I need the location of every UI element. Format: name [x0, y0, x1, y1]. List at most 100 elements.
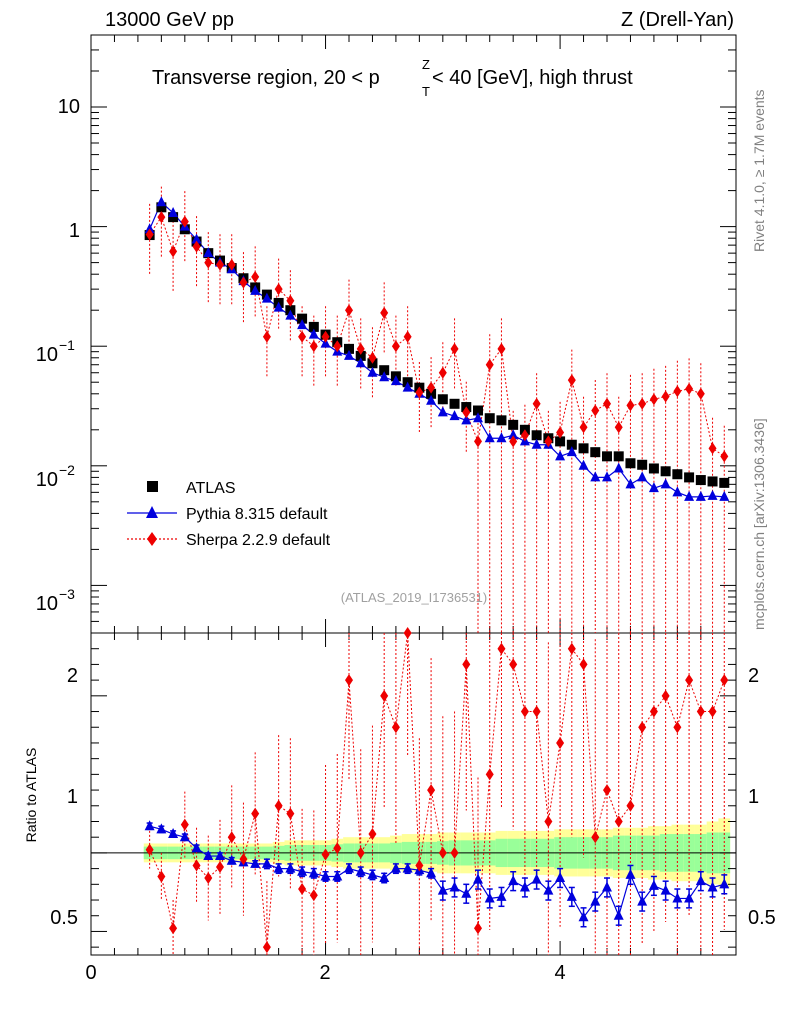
pythia-point [390, 375, 401, 386]
pythia-point [308, 328, 319, 339]
atlas-point [590, 447, 601, 458]
pythia-point [719, 490, 730, 501]
sherpa-ratio-point [157, 870, 166, 883]
sherpa-point [345, 304, 353, 317]
sherpa-ratio-point [180, 818, 189, 831]
ratio-ylabel: Ratio to ATLAS [23, 748, 39, 843]
pythia-point [156, 196, 167, 207]
pythia-ratio-point [660, 884, 671, 895]
sherpa-ratio-point [251, 807, 260, 820]
sherpa-point [274, 283, 283, 296]
sherpa-ratio-point [696, 705, 705, 718]
sherpa-ratio-point [345, 674, 353, 687]
sherpa-point [673, 385, 682, 398]
sherpa-point [696, 387, 705, 400]
pythia-ratio-point [637, 895, 648, 906]
sherpa-ratio-point [192, 859, 201, 872]
sherpa-ratio-point [415, 859, 424, 872]
pythia-ratio-point [543, 884, 554, 895]
sherpa-point [321, 330, 330, 343]
sherpa-point [544, 435, 553, 448]
atlas-point [672, 469, 683, 480]
sherpa-point [204, 256, 213, 269]
pythia-ratio-point [578, 911, 589, 922]
sherpa-ratio-point [708, 705, 717, 718]
sherpa-ratio-point [626, 799, 635, 812]
pythia-point [695, 490, 706, 501]
main-ytick-1e-2-base: 10 [36, 469, 58, 491]
sherpa-point [520, 429, 529, 442]
atlas-point [531, 430, 542, 441]
plot-title-rest: < 40 [GeV], high thrust [432, 67, 633, 89]
pythia-ratio-point [695, 875, 706, 886]
sherpa-ratio-point [380, 689, 389, 702]
sherpa-point [638, 397, 647, 410]
ratio-ytick-1: 1 [67, 786, 78, 808]
sherpa-point [720, 450, 729, 463]
pythia-point [637, 471, 648, 482]
sherpa-ratio-point [556, 736, 565, 749]
sherpa-ratio-point [497, 642, 506, 655]
atlas-point [566, 439, 577, 450]
sherpa-point [262, 330, 271, 343]
pythia-ratio-point [613, 909, 624, 920]
pythia-ratio-point [707, 881, 718, 892]
sherpa-ratio-point [649, 705, 658, 718]
pythia-ratio-point [484, 892, 495, 903]
plot-title-sup: Z [422, 57, 430, 72]
sherpa-point [509, 435, 518, 448]
sherpa-point [180, 215, 189, 228]
sherpa-point [333, 340, 342, 353]
pythia-ratio-point [402, 862, 413, 873]
atlas-point [156, 202, 167, 213]
sherpa-ratio-point [474, 922, 482, 935]
atlas-point [660, 466, 671, 477]
pythia-ratio-point [285, 862, 296, 873]
pythia-ratio-point [602, 881, 612, 892]
sherpa-point [708, 442, 717, 455]
atlas-point [602, 451, 612, 462]
atlas-point [355, 350, 366, 361]
sherpa-point [192, 240, 201, 253]
pythia-ratio-point [555, 872, 566, 883]
pythia-ratio-point [250, 857, 261, 868]
atlas-point [625, 458, 636, 469]
pythia-point [707, 489, 718, 500]
xtick-4: 4 [554, 962, 565, 984]
pythia-point [648, 482, 659, 493]
sherpa-point [298, 330, 307, 343]
analysis-id: (ATLAS_2019_I1736531) [341, 590, 487, 605]
sherpa-ratio-point [673, 721, 682, 734]
pythia-point [484, 432, 495, 443]
main-ytick-1: 1 [69, 220, 80, 242]
sherpa-point [309, 340, 318, 353]
sherpa-line [149, 216, 725, 457]
pythia-ratio-point [226, 854, 237, 865]
pythia-point [203, 247, 214, 258]
energy-label: 13000 GeV pp [105, 9, 234, 31]
main-ytick-1e-1-base: 10 [36, 344, 58, 366]
pythia-ratio-point [297, 865, 308, 876]
pythia-line [149, 201, 725, 498]
pythia-ratio-point [473, 873, 483, 884]
legend-marker-atlas [147, 481, 158, 492]
plot-title: Transverse region, 20 < p [152, 67, 380, 89]
sherpa-ratio-point [391, 721, 400, 734]
sherpa-point [567, 374, 576, 387]
pythia-point [625, 478, 636, 489]
pythia-ratio-point [426, 867, 437, 878]
pythia-point [566, 446, 577, 457]
sherpa-point [626, 399, 635, 412]
ratio-uncertainty-bands [91, 818, 736, 888]
pythia-ratio-point [179, 831, 190, 842]
pythia-ratio-point [566, 890, 577, 901]
legend-label-atlas: ATLAS [186, 480, 236, 497]
atlas-point [473, 405, 483, 416]
pythia-ratio-point [519, 881, 530, 892]
sherpa-ratio-point [520, 705, 529, 718]
pythia-ratio-point [367, 868, 378, 879]
pythia-point [496, 432, 507, 443]
ratio-ytick-right-2: 2 [748, 665, 759, 687]
sherpa-point [685, 382, 694, 395]
